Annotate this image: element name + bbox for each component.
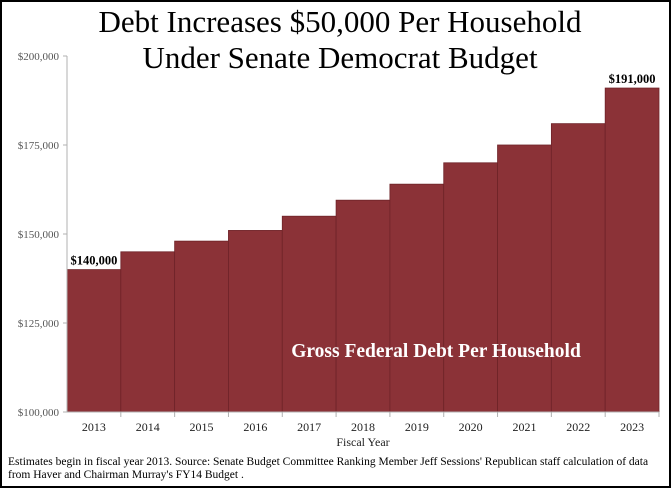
x-tick-label: 2014 [136, 420, 160, 434]
x-tick-label: 2016 [243, 420, 267, 434]
y-tick-label: $150,000 [18, 229, 60, 241]
x-tick-label: 2015 [190, 420, 214, 434]
x-tick-label: 2019 [405, 420, 429, 434]
x-tick-label: 2018 [351, 420, 375, 434]
bar-2019 [389, 183, 445, 413]
series-annotation: Gross Federal Debt Per Household [291, 341, 581, 362]
bar-2017 [281, 215, 337, 413]
data-label-2013: $140,000 [70, 254, 117, 268]
x-axis-label: Fiscal Year [336, 435, 389, 449]
x-tick-label: 2020 [459, 420, 483, 434]
y-tick-label: $200,000 [18, 51, 60, 63]
bar-2023 [604, 87, 660, 413]
bar-2020 [443, 162, 498, 413]
y-tick-label: $125,000 [18, 318, 60, 330]
bar-2014 [120, 251, 176, 413]
bar-2015 [174, 240, 229, 413]
y-tick-label: $175,000 [18, 140, 60, 152]
bar-2021 [497, 144, 552, 413]
x-tick-label: 2013 [82, 420, 106, 434]
title-line-1: Debt Increases $50,000 Per Household [98, 4, 582, 39]
chart-title: Debt Increases $50,000 Per Household Und… [60, 4, 620, 76]
bar-2018 [335, 199, 391, 413]
x-tick-label: 2017 [297, 420, 321, 434]
bar-2022 [550, 123, 606, 413]
y-tick-label: $100,000 [18, 407, 60, 419]
data-label-2023: $191,000 [609, 72, 656, 86]
x-tick-label: 2023 [620, 420, 644, 434]
bar-2016 [228, 230, 283, 413]
bar-2013 [66, 269, 122, 413]
title-line-2: Under Senate Democrat Budget [142, 40, 538, 75]
x-tick-label: 2021 [512, 420, 536, 434]
footnote: Estimates begin in fiscal year 2013. Sou… [8, 456, 649, 481]
x-tick-label: 2022 [566, 420, 590, 434]
